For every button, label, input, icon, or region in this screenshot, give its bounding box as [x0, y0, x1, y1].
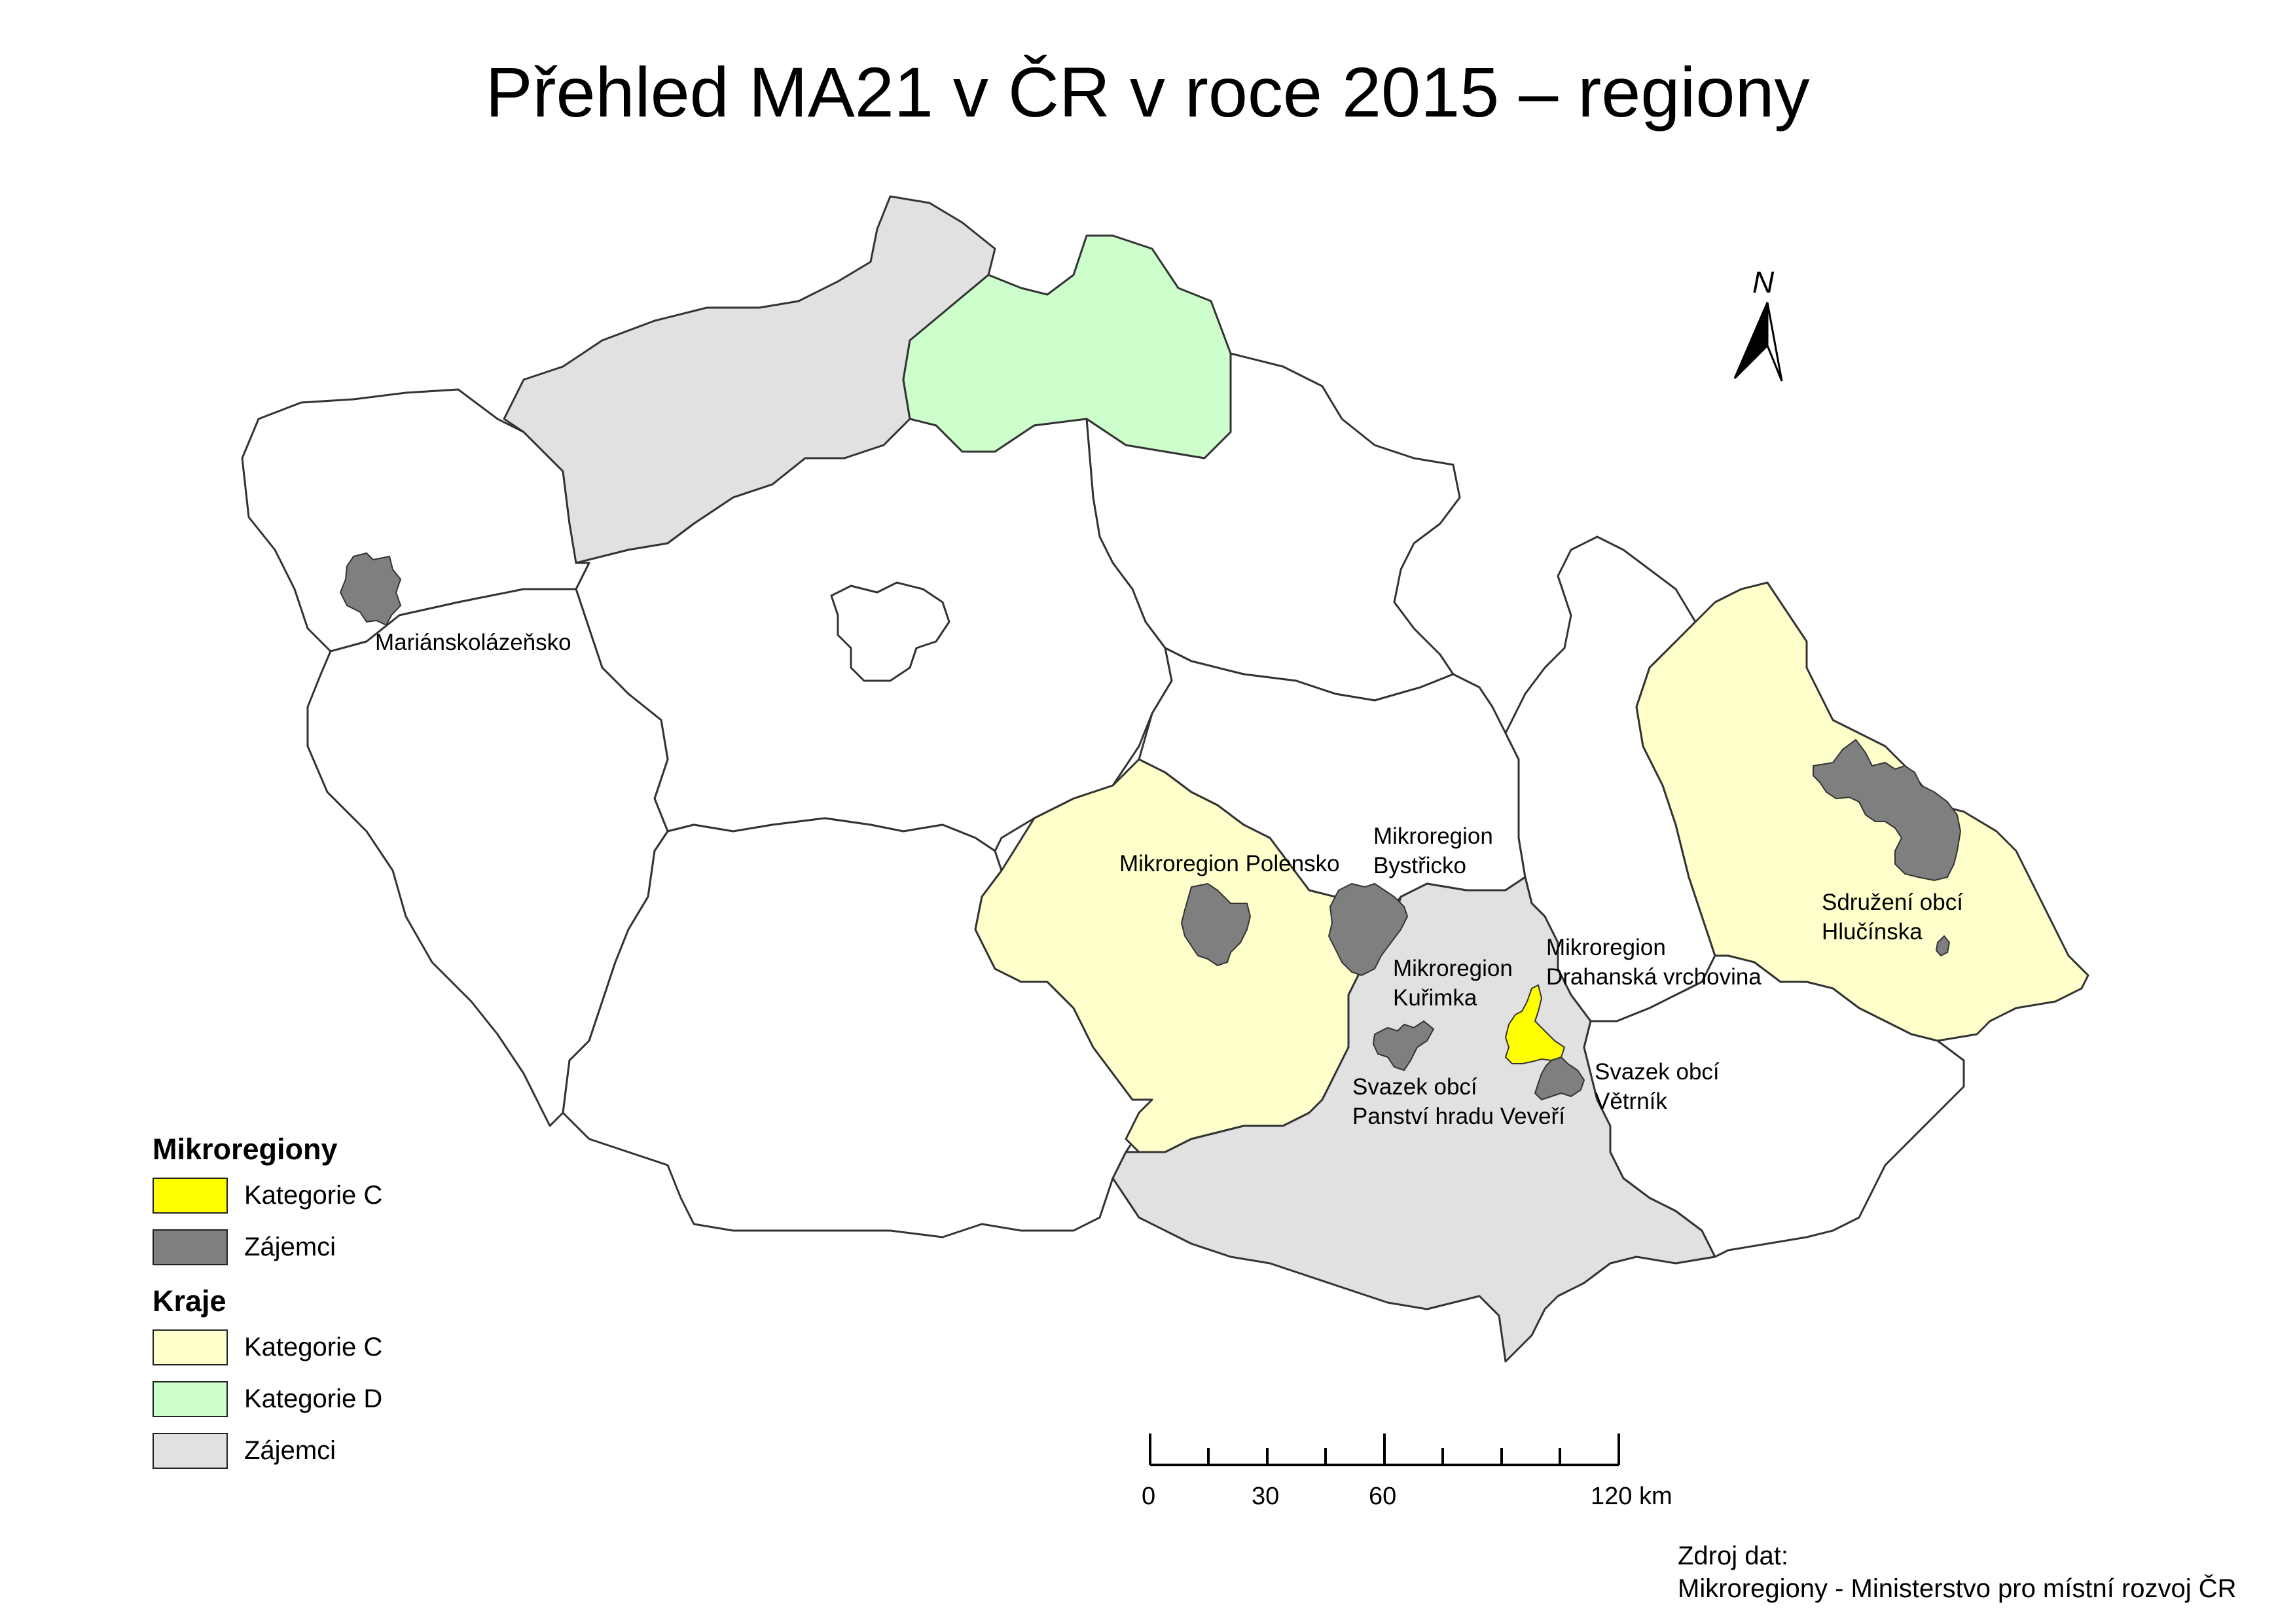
- scale-label-60: 60: [1369, 1483, 1396, 1510]
- north-arrow: N: [1733, 265, 1783, 382]
- data-source: Zdroj dat: Mikroregiony - Ministerstvo p…: [1678, 1540, 2237, 1605]
- legend-heading-kraje: Kraje: [153, 1284, 226, 1318]
- legend-label: Kategorie D: [244, 1384, 383, 1413]
- north-arrow-icon: [1733, 302, 1783, 382]
- microregion-hlucinska-enclave: [1935, 935, 1951, 957]
- source-text: Mikroregiony - Ministerstvo pro místní r…: [1678, 1574, 2237, 1603]
- legend-item-mikro-kategorie-c: Kategorie C: [153, 1170, 545, 1221]
- legend-swatch-kraje-zajemci: [153, 1433, 228, 1469]
- legend-item-kraje-kategorie-c: Kategorie C: [153, 1322, 545, 1373]
- label-bystricko-line2: Bystřicko: [1373, 853, 1466, 878]
- regions-layer: [241, 195, 2089, 1363]
- microregion-kurimka: [1372, 1020, 1435, 1072]
- label-hlucinska-line2: Hlučínska: [1822, 919, 1923, 945]
- legend-swatch-mikro-kategorie-c: [153, 1178, 228, 1214]
- legend: Mikroregiony Kategorie C Zájemci Kraje K…: [153, 1129, 545, 1477]
- legend-swatch-kraje-kategorie-d: [153, 1381, 228, 1417]
- legend-label: Zájemci: [244, 1233, 336, 1261]
- label-vetrnik-line2: Větrník: [1595, 1089, 1667, 1114]
- north-arrow-label: N: [1752, 265, 1775, 299]
- legend-swatch-mikro-zajemci: [153, 1229, 228, 1265]
- region-zlinsky: [1583, 954, 1965, 1258]
- scale-bar: [1149, 1434, 1620, 1466]
- label-vetrnik-line1: Svazek obcí: [1595, 1059, 1720, 1085]
- region-praha: [830, 581, 950, 682]
- legend-item-mikro-zajemci: Zájemci: [153, 1221, 545, 1273]
- microregion-marianskolazensko: [339, 552, 402, 626]
- label-drahanska-line1: Mikroregion: [1546, 935, 1666, 960]
- region-jihomoravsky: [1111, 876, 1716, 1363]
- label-kurimka-line1: Mikroregion: [1393, 956, 1513, 981]
- microregions-layer: [339, 552, 1962, 1101]
- label-bystricko-line1: Mikroregion: [1373, 823, 1493, 849]
- label-hlucinska-line1: Sdružení obcí: [1822, 890, 1963, 915]
- label-marianskolazensko: Mariánskolázeňsko: [375, 630, 571, 655]
- scale-label-0: 0: [1142, 1483, 1155, 1510]
- source-heading: Zdroj dat:: [1678, 1542, 1788, 1570]
- microregion-bystricko: [1328, 882, 1409, 977]
- legend-item-kraje-kategorie-d: Kategorie D: [153, 1373, 545, 1425]
- label-polensko: Mikroregion Polensko: [1119, 851, 1340, 876]
- legend-label: Kategorie C: [244, 1333, 383, 1362]
- microregion-vetrnik: [1534, 1056, 1585, 1101]
- legend-swatch-kraje-kategorie-c: [153, 1329, 228, 1365]
- label-drahanska-line2: Drahanská vrchovina: [1546, 964, 1762, 990]
- label-kurimka-line2: Kuřimka: [1393, 985, 1477, 1011]
- microregion-hlucinska: [1813, 738, 1962, 882]
- label-veveri-line1: Svazek obcí: [1352, 1074, 1477, 1100]
- microregion-polensko: [1180, 882, 1252, 967]
- map-labels: Mariánskolázeňsko Mikroregion Polensko M…: [375, 630, 1963, 1129]
- scale-label-120-km: 120 km: [1591, 1483, 1672, 1510]
- legend-label: Zájemci: [244, 1436, 336, 1465]
- scale-bar-labels: 0 30 60 120 km: [1142, 1483, 1672, 1510]
- microregion-drahanska: [1504, 984, 1566, 1064]
- legend-item-kraje-zajemci: Zájemci: [153, 1425, 545, 1477]
- label-veveri-line2: Panství hradu Veveří: [1352, 1104, 1565, 1129]
- scale-label-30: 30: [1252, 1483, 1279, 1510]
- legend-heading-mikroregiony: Mikroregiony: [153, 1132, 338, 1166]
- legend-label: Kategorie C: [244, 1181, 383, 1210]
- map-title: Přehled MA21 v ČR v roce 2015 – regiony: [485, 52, 1810, 132]
